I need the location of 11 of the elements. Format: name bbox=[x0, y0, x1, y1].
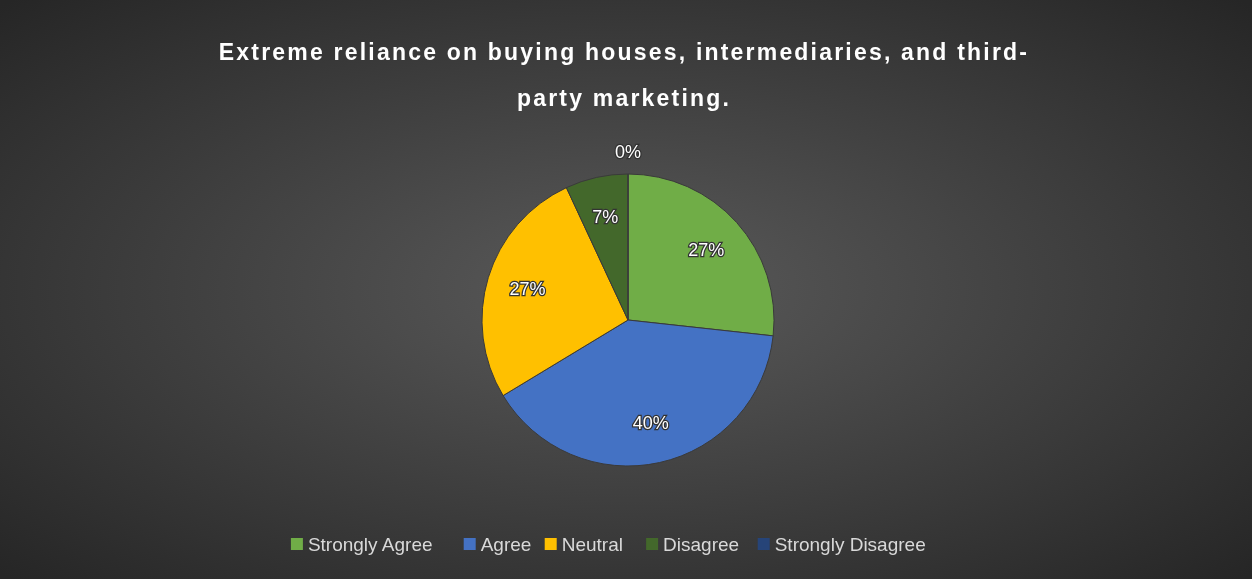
data-label: 27% bbox=[688, 239, 725, 260]
data-label: 27% bbox=[509, 279, 546, 300]
text: 0% bbox=[614, 142, 642, 162]
legend-label: Strongly Agree bbox=[307, 533, 433, 555]
legend-label: Disagree bbox=[663, 533, 740, 555]
legend-label: Strongly Disagree bbox=[774, 533, 926, 555]
legend-label: Neutral bbox=[561, 533, 623, 555]
data-label: 40% bbox=[632, 412, 669, 433]
data-label: 7% bbox=[592, 207, 619, 228]
legend-label: Agree bbox=[480, 533, 532, 555]
chart-title: Extreme reliance on buying houses, intermediaries, and third-party marketing. bbox=[218, 39, 1030, 111]
